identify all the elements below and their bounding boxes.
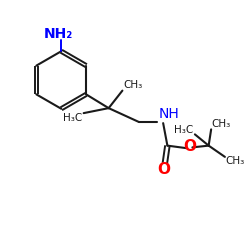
Text: CH₃: CH₃ <box>226 156 245 166</box>
Text: O: O <box>184 140 196 154</box>
Text: CH₃: CH₃ <box>212 119 231 129</box>
Text: CH₃: CH₃ <box>124 80 143 90</box>
Text: O: O <box>157 162 170 177</box>
Text: NH: NH <box>159 106 180 121</box>
Text: NH₂: NH₂ <box>44 28 74 42</box>
Text: H₃C: H₃C <box>63 112 82 122</box>
Text: H₃C: H₃C <box>174 125 194 135</box>
